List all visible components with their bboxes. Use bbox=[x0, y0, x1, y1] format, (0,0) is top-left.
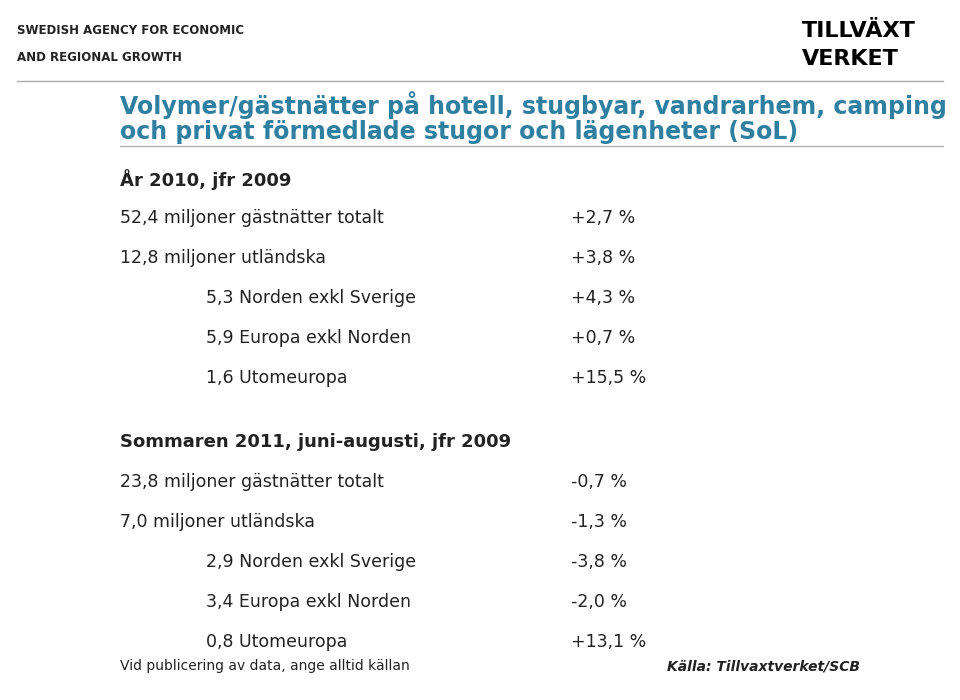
Text: -3,8 %: -3,8 % bbox=[571, 553, 627, 571]
Text: +15,5 %: +15,5 % bbox=[571, 369, 646, 387]
Text: År 2010, jfr 2009: År 2010, jfr 2009 bbox=[120, 169, 292, 190]
Text: 0,8 Utomeuropa: 0,8 Utomeuropa bbox=[206, 633, 348, 651]
Text: AND REGIONAL GROWTH: AND REGIONAL GROWTH bbox=[17, 51, 182, 64]
Text: 5,3 Norden exkl Sverige: 5,3 Norden exkl Sverige bbox=[206, 289, 417, 307]
Text: 52,4 miljoner gästnätter totalt: 52,4 miljoner gästnätter totalt bbox=[120, 209, 384, 228]
Text: 23,8 miljoner gästnätter totalt: 23,8 miljoner gästnätter totalt bbox=[120, 473, 384, 491]
Text: 7,0 miljoner utländska: 7,0 miljoner utländska bbox=[120, 513, 315, 531]
Text: +2,7 %: +2,7 % bbox=[571, 209, 636, 228]
Text: Sommaren 2011, juni-augusti, jfr 2009: Sommaren 2011, juni-augusti, jfr 2009 bbox=[120, 433, 511, 452]
Text: -1,3 %: -1,3 % bbox=[571, 513, 627, 531]
Text: +3,8 %: +3,8 % bbox=[571, 249, 636, 267]
Text: Volymer/gästnätter på hotell, stugbyar, vandrarhem, camping: Volymer/gästnätter på hotell, stugbyar, … bbox=[120, 91, 947, 119]
Text: TILLVÄXT: TILLVÄXT bbox=[802, 21, 916, 41]
Text: +0,7 %: +0,7 % bbox=[571, 329, 636, 347]
Text: VERKET: VERKET bbox=[802, 49, 899, 69]
Text: Källa: Tillvaxtverket/SCB: Källa: Tillvaxtverket/SCB bbox=[667, 659, 860, 673]
Text: 2,9 Norden exkl Sverige: 2,9 Norden exkl Sverige bbox=[206, 553, 417, 571]
Text: 12,8 miljoner utländska: 12,8 miljoner utländska bbox=[120, 249, 326, 267]
Text: +4,3 %: +4,3 % bbox=[571, 289, 636, 307]
Text: Vid publicering av data, ange alltid källan: Vid publicering av data, ange alltid käl… bbox=[120, 659, 410, 673]
Text: -0,7 %: -0,7 % bbox=[571, 473, 627, 491]
Text: SWEDISH AGENCY FOR ECONOMIC: SWEDISH AGENCY FOR ECONOMIC bbox=[17, 25, 245, 38]
Text: 1,6 Utomeuropa: 1,6 Utomeuropa bbox=[206, 369, 348, 387]
Text: 3,4 Europa exkl Norden: 3,4 Europa exkl Norden bbox=[206, 593, 412, 611]
Text: och privat förmedlade stugor och lägenheter (SoL): och privat förmedlade stugor och lägenhe… bbox=[120, 120, 798, 144]
Text: -2,0 %: -2,0 % bbox=[571, 593, 627, 611]
Text: +13,1 %: +13,1 % bbox=[571, 633, 646, 651]
Text: 5,9 Europa exkl Norden: 5,9 Europa exkl Norden bbox=[206, 329, 412, 347]
